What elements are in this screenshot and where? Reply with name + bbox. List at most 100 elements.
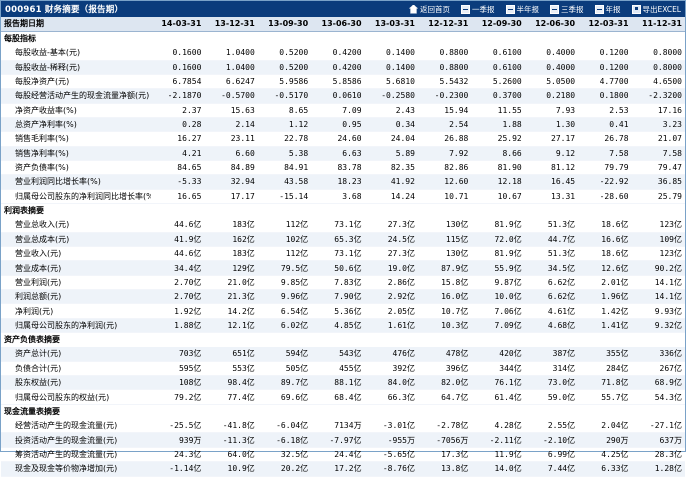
cell-value: 5.5432: [417, 74, 472, 90]
period-header: 12-06-30: [524, 17, 579, 32]
row-label: 资产总计(元): [1, 346, 151, 362]
cell-value: 11.55: [471, 103, 525, 118]
table-row: 归属母公司股东的权益(元) 79.2亿 77.4亿 69.6亿 68.4亿 66.3亿 64…: [1, 389, 685, 405]
cell-value: 1.88亿: [151, 318, 205, 334]
row-label: 归属母公司股东的净利润(元): [1, 318, 151, 334]
table-row: 归属母公司股东的净利润(元) 1.88亿 12.1亿 6.02亿 4.85亿 1.61亿 1…: [1, 318, 685, 334]
cell-value: 129亿: [204, 260, 258, 276]
half-year-report-link[interactable]: 半年报: [505, 4, 539, 15]
cell-value: 76.1亿: [471, 375, 525, 391]
cell-value: 4.28亿: [471, 418, 525, 434]
cell-value: 24.4亿: [311, 447, 365, 463]
cell-value: 0.4000: [524, 45, 579, 61]
cell-value: 5.2600: [471, 74, 525, 90]
cell-value: 81.90: [471, 160, 525, 176]
cell-value: 594亿: [257, 346, 312, 362]
cell-value: 14.24: [364, 189, 418, 204]
cell-value: -11.3亿: [204, 432, 258, 448]
q3-report-link[interactable]: 三季报: [550, 4, 584, 15]
cell-value: 0.5200: [257, 60, 312, 75]
row-label: 现金及现金等价物净增加(元): [1, 461, 151, 477]
cell-value: -27.1亿: [631, 418, 685, 434]
cell-value: 66.3亿: [364, 389, 418, 405]
cell-value: 14.0亿: [471, 461, 525, 477]
annual-report-link[interactable]: 年报: [594, 4, 621, 15]
table-row: 利润总额(元) 2.70亿 21.3亿 9.96亿 7.90亿 2.92亿 16.0亿 10.…: [1, 289, 685, 305]
cell-value: 115亿: [417, 232, 472, 248]
cell-value: -3.01亿: [364, 418, 418, 434]
cell-value: 7.06亿: [471, 303, 525, 319]
cell-value: 50.6亿: [311, 260, 365, 276]
cell-value: -2.3200: [631, 88, 685, 104]
cell-value: -7056万: [417, 432, 472, 448]
cell-value: 55.9亿: [471, 260, 525, 276]
table-row: 投资活动产生的现金流量(元) 939万 -11.3亿 -6.18亿 -7.97亿 -955…: [1, 432, 685, 448]
cell-value: 939万: [151, 432, 205, 448]
section-header: 每股指标: [1, 31, 685, 46]
cell-value: 0.8000: [631, 45, 685, 61]
row-label: 营业利润同比增长率(%): [1, 174, 151, 190]
cell-value: 284亿: [578, 361, 632, 377]
table-row: 净资产收益率(%) 2.37 15.63 8.65 7.09 2.43 15.94 11.55…: [1, 103, 685, 118]
cell-value: 6.62亿: [524, 275, 579, 291]
cell-value: 0.5200: [257, 45, 312, 61]
cell-value: 25.92: [471, 131, 525, 147]
cell-value: -955万: [364, 432, 418, 448]
cell-value: 79.47: [631, 160, 685, 176]
cell-value: 130亿: [417, 246, 472, 262]
cell-value: 2.86亿: [364, 275, 418, 291]
home-link[interactable]: 返回首页: [409, 4, 450, 15]
table-header-row: 报告期日期 14-03-31 13-12-31 13-09-30 13-06-3…: [1, 17, 685, 32]
table-row: 营业总收入(元) 44.6亿 183亿 112亿 73.1亿 27.3亿 130亿 81.9亿…: [1, 217, 685, 233]
export-icon: [631, 4, 641, 14]
cell-value: 3.68: [311, 189, 365, 204]
cell-value: 14.1亿: [631, 275, 685, 291]
export-excel-link[interactable]: 导出EXCEL: [631, 4, 681, 15]
cell-value: 1.28亿: [631, 461, 685, 477]
table-row: 销售毛利率(%) 16.27 23.11 22.78 24.60 24.04 26.88 25…: [1, 131, 685, 147]
cell-value: 0.1800: [578, 88, 632, 104]
cell-value: 41.9亿: [151, 232, 205, 248]
cell-value: 0.1600: [151, 60, 205, 75]
cell-value: 24.60: [311, 131, 365, 147]
period-header: 14-03-31: [151, 17, 205, 32]
cell-value: 26.78: [578, 131, 632, 147]
row-label: 净资产收益率(%): [1, 103, 151, 118]
period-header: 11-12-31: [631, 17, 685, 32]
cell-value: -2.78亿: [417, 418, 472, 434]
section-header: 资产负债表摘要: [1, 332, 685, 347]
cell-value: 0.1600: [151, 45, 205, 61]
cell-value: 26.88: [417, 131, 472, 147]
cell-value: 7.09: [311, 103, 365, 118]
cell-value: 130亿: [417, 217, 472, 233]
row-label: 营业总收入(元): [1, 217, 151, 233]
cell-value: 21.07: [631, 131, 685, 147]
table-row: 每股收益-稀释(元) 0.1600 1.0400 0.5200 0.4200 0.1400…: [1, 60, 685, 75]
cell-value: 82.86: [417, 160, 472, 176]
cell-value: 19.0亿: [364, 260, 418, 276]
financial-table: 报告期日期 14-03-31 13-12-31 13-09-30 13-06-3…: [1, 17, 685, 477]
period-header: 13-03-31: [364, 17, 418, 32]
cell-value: 0.34: [364, 117, 418, 133]
row-label: 资产负债率(%): [1, 160, 151, 176]
cell-value: 478亿: [417, 346, 472, 362]
cell-value: 0.3700: [471, 88, 525, 104]
section-title: 每股指标: [1, 31, 685, 46]
row-label: 归属母公司股东的净利润同比增长率(%): [1, 189, 151, 204]
cell-value: 16.6亿: [578, 232, 632, 248]
cell-value: -2.11亿: [471, 432, 525, 448]
cell-value: -5.33: [151, 174, 205, 190]
cell-value: 7.58: [578, 146, 632, 161]
table-row: 股东权益(元) 108亿 98.4亿 89.7亿 88.1亿 84.0亿 82.0亿 76.1…: [1, 375, 685, 391]
cell-value: 28.3亿: [631, 447, 685, 463]
cell-value: 1.0400: [204, 45, 258, 61]
cell-value: 84.65: [151, 160, 205, 176]
cell-value: 10.3亿: [417, 318, 472, 334]
cell-value: -0.2300: [417, 88, 472, 104]
q1-report-link[interactable]: 一季报: [461, 4, 495, 15]
cell-value: 16.0亿: [417, 289, 472, 305]
cell-value: 15.94: [417, 103, 472, 118]
cell-value: 6.99亿: [524, 447, 579, 463]
cell-value: 10.0亿: [471, 289, 525, 305]
cell-value: 6.6247: [204, 74, 258, 90]
